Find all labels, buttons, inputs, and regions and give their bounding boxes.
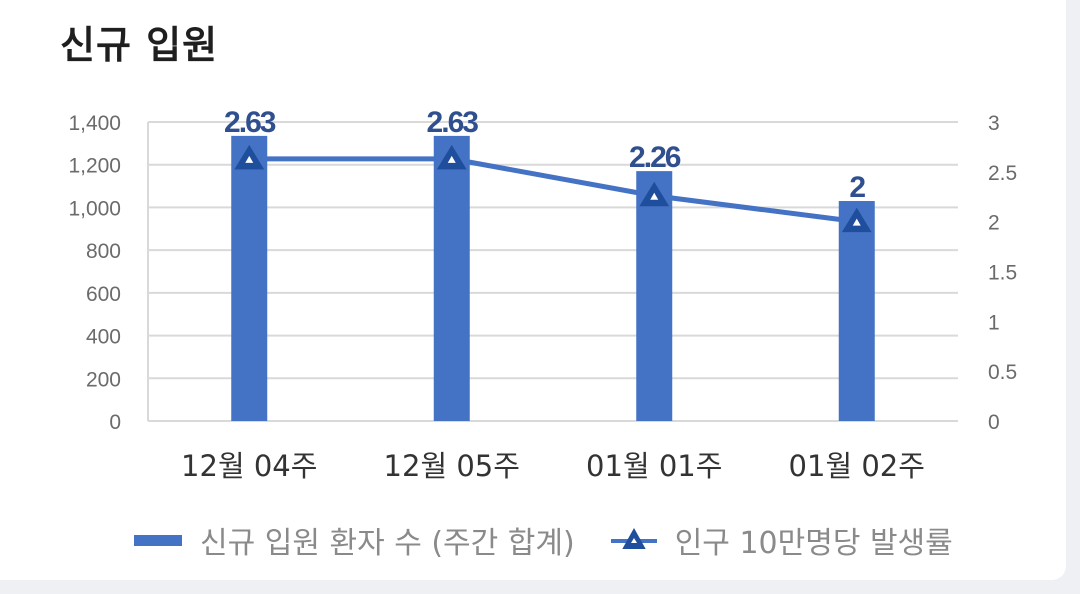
y-right-tick-label: 0.5 <box>988 361 1017 384</box>
line-marker-inner <box>245 155 254 163</box>
y-left-tick-label: 1,200 <box>68 155 121 178</box>
x-tick-label: 12월 04주 <box>181 449 317 483</box>
y-right-tick-label: 2 <box>988 212 1000 235</box>
data-label: 2.26 <box>629 141 681 174</box>
y-right-tick-label: 1 <box>988 311 1000 334</box>
bar <box>231 135 268 421</box>
line-marker-inner <box>447 155 456 163</box>
line-marker-inner <box>852 218 861 226</box>
legend-bar-swatch <box>134 534 182 546</box>
legend-line-swatch <box>610 525 657 555</box>
y-left-tick-label: 1,000 <box>68 197 121 220</box>
y-right-tick-label: 3 <box>988 112 1000 135</box>
y-right-tick-label: 0 <box>988 411 1000 434</box>
y-left-tick-label: 800 <box>86 240 121 263</box>
chart-legend: 신규 입원 환자 수 (주간 합계) 인구 10만명당 발생률 <box>134 518 953 562</box>
data-label: 2.63 <box>224 106 276 139</box>
bar <box>636 171 673 421</box>
y-left-tick-label: 600 <box>86 283 121 306</box>
x-tick-label: 12월 05주 <box>384 449 520 483</box>
y-right-tick-label: 2.5 <box>988 162 1017 185</box>
line-marker-inner <box>650 192 659 200</box>
series-line <box>249 156 858 225</box>
legend-bar-label: 신규 입원 환자 수 (주간 합계) <box>200 526 575 561</box>
data-label: 2 <box>849 171 865 204</box>
data-label: 2.63 <box>427 106 479 139</box>
legend-line-label: 인구 10만명당 발생률 <box>674 526 953 561</box>
y-right-tick-label: 1.5 <box>988 262 1017 285</box>
bar <box>433 135 470 421</box>
y-left-tick-label: 0 <box>109 411 121 434</box>
x-tick-label: 01월 02주 <box>789 449 925 483</box>
chart-title: 신규 입원 <box>60 23 219 67</box>
chart-card: 신규 입원 0 200 400 600 800 1,000 1,200 1,400 0 0.5 1 1… <box>0 0 1066 580</box>
x-tick-label: 01월 01주 <box>586 449 722 483</box>
y-left-tick-label: 1,400 <box>68 112 121 135</box>
combo-chart: 0 200 400 600 800 1,000 1,200 1,400 0 0.5 1 1.5 2 2.5… <box>68 106 1017 483</box>
bar <box>838 201 875 421</box>
y-left-tick-label: 200 <box>86 368 121 391</box>
y-left-tick-label: 400 <box>86 326 121 349</box>
